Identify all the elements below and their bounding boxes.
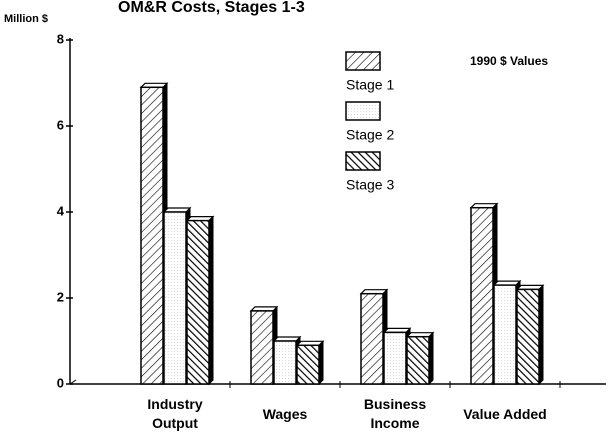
legend-swatch <box>345 151 381 171</box>
bar <box>250 310 274 385</box>
bar <box>470 206 494 385</box>
bar <box>296 344 320 385</box>
bar <box>163 211 187 385</box>
legend-swatch <box>345 51 381 71</box>
legend-swatch <box>345 101 381 121</box>
x-tick-label: Business Income <box>363 396 427 431</box>
x-tick-label: Value Added <box>463 405 547 422</box>
y-tick-label: 4 <box>57 203 65 218</box>
bar <box>516 288 540 385</box>
bar <box>383 331 407 385</box>
bar <box>273 340 297 385</box>
y-tick-label: 0 <box>57 375 64 390</box>
chart-title: OM&R Costs, Stages 1-3 <box>118 0 305 16</box>
bar <box>360 292 384 385</box>
x-tick-label: Wages <box>262 405 308 422</box>
y-tick-label: 8 <box>57 31 64 46</box>
bar <box>493 284 517 385</box>
y-tick-label: 2 <box>57 289 64 304</box>
bar <box>140 86 164 385</box>
bar <box>186 219 210 385</box>
bar <box>406 335 430 385</box>
y-tick-label: 6 <box>57 117 64 132</box>
legend-label: Stage 2 <box>346 127 394 143</box>
y-axis-label: Million $ <box>4 13 48 25</box>
x-tick-label: Industry Output <box>147 396 203 431</box>
legend-label: Stage 3 <box>346 177 394 193</box>
legend-label: Stage 1 <box>346 77 394 93</box>
annotation: 1990 $ Values <box>470 54 548 68</box>
